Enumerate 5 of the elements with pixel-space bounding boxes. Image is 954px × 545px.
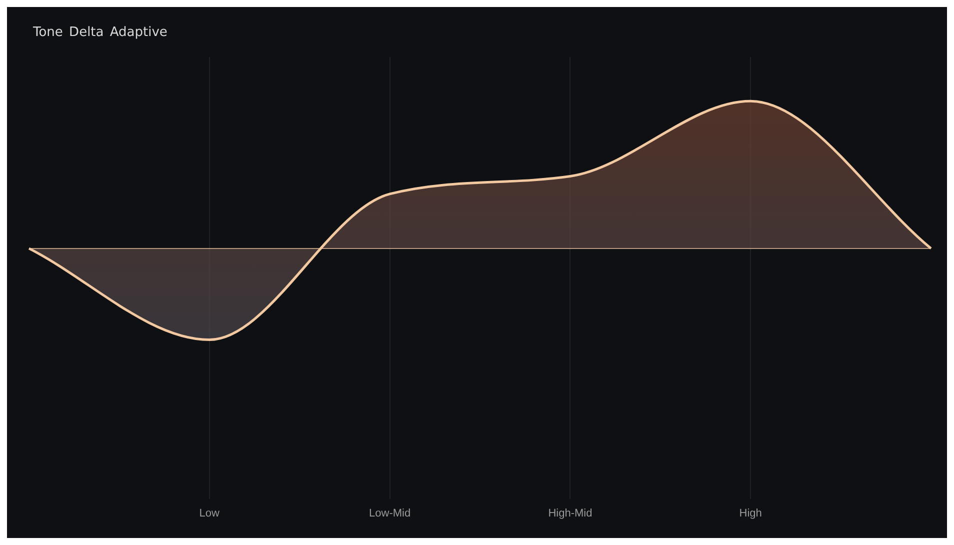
x-tick-label: Low <box>199 507 220 520</box>
x-tick-label: Low-Mid <box>369 507 411 520</box>
chart-title: Tone Delta Adaptive <box>33 25 168 40</box>
x-tick-label: High-Mid <box>548 507 592 520</box>
x-tick-label: High <box>739 507 762 520</box>
